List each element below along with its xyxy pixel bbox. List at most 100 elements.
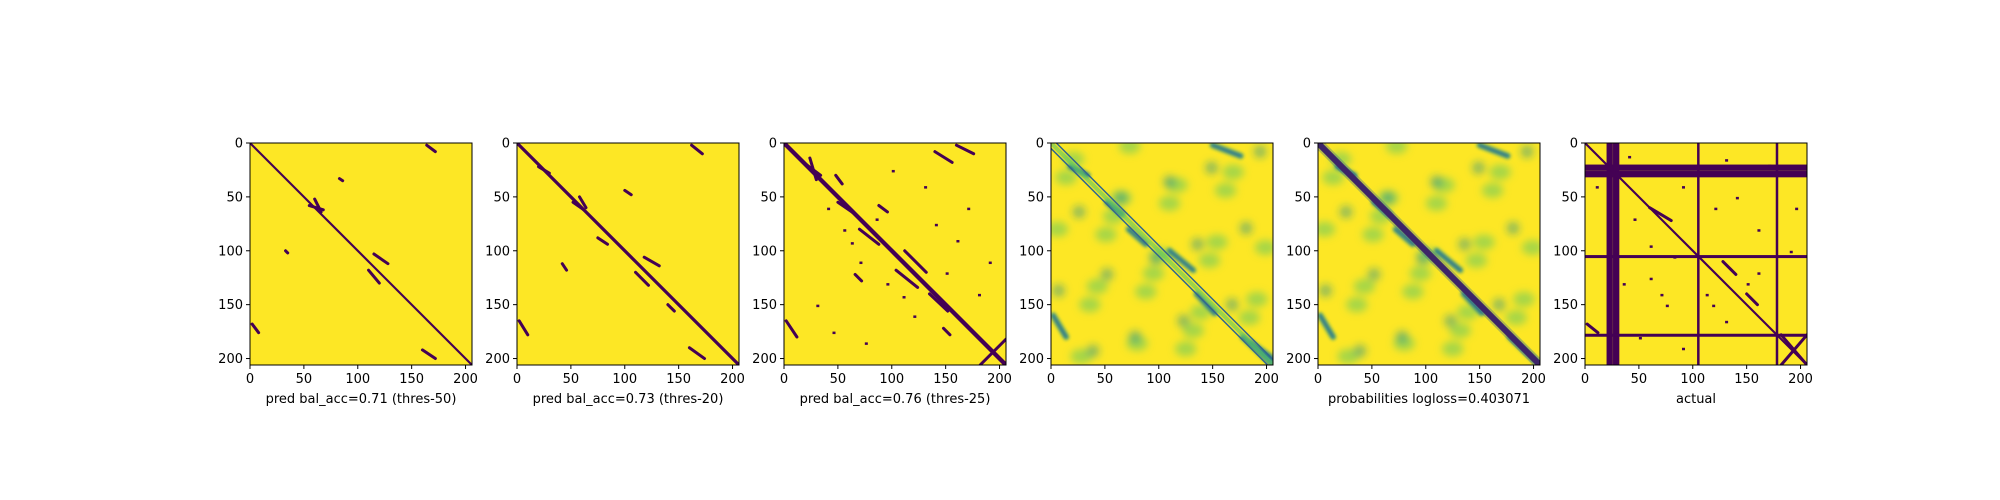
y-tick-label: 50 — [760, 190, 777, 205]
contact-speck — [1649, 245, 1653, 248]
y-tick-label: 150 — [752, 298, 777, 313]
contact-speck — [875, 218, 879, 221]
contact-speck — [1795, 207, 1799, 211]
contact-band-horizontal — [1585, 333, 1807, 337]
probability-blob — [1214, 182, 1237, 198]
y-tick-label: 100 — [752, 244, 777, 259]
y-tick-label: 100 — [1286, 244, 1311, 259]
x-tick-label: 100 — [1680, 372, 1705, 387]
contact-speck — [886, 283, 890, 286]
contact-feature-core — [1394, 228, 1414, 246]
heatmap-area — [1318, 143, 1540, 365]
probability-blob — [1086, 278, 1109, 294]
y-tick-label: 50 — [1294, 190, 1311, 205]
diagonal-band — [250, 143, 472, 365]
contact-speck — [1735, 196, 1739, 200]
contact-feature-core — [1462, 292, 1483, 315]
y-tick-label: 200 — [1019, 352, 1044, 367]
contact-segment — [877, 204, 889, 214]
contact-segment — [687, 346, 707, 361]
probability-blob — [1346, 297, 1368, 313]
contact-segment — [596, 236, 610, 246]
contact-segment — [1745, 292, 1759, 307]
panel-caption: actual — [1676, 392, 1716, 407]
contact-speck — [1714, 207, 1718, 211]
probability-blob — [1339, 205, 1353, 219]
contact-segment — [933, 150, 954, 164]
x-tick-label: 100 — [612, 372, 637, 387]
contact-band-vertical — [1775, 143, 1779, 365]
contact-speck — [1622, 283, 1626, 286]
x-tick-label: 50 — [830, 372, 847, 387]
probability-blob — [1506, 221, 1520, 235]
contact-segment — [634, 270, 650, 287]
probability-blob — [1052, 284, 1066, 298]
contact-feature-core — [1435, 249, 1462, 272]
contact-speck — [1768, 164, 1772, 168]
probability-blob — [1353, 278, 1376, 294]
contact-feature-core — [1127, 228, 1147, 246]
axes-frame — [783, 142, 1007, 366]
y-tick-label: 200 — [485, 352, 510, 367]
x-tick-label: 0 — [246, 372, 254, 387]
contact-feature-core — [1319, 314, 1335, 338]
diagonal-band — [784, 143, 1006, 365]
contact-segment — [1779, 333, 1807, 365]
contact-speck — [1633, 218, 1637, 221]
probability-blob — [1182, 322, 1205, 339]
probability-blob — [1481, 182, 1504, 198]
contact-band-horizontal — [1585, 255, 1807, 259]
x-tick-label: 200 — [1521, 372, 1546, 387]
x-tick-label: 200 — [720, 372, 745, 387]
probability-blob — [1070, 348, 1092, 364]
probability-blob — [1086, 344, 1100, 358]
contact-segment — [857, 227, 881, 246]
contact-band-vertical — [1697, 143, 1700, 365]
contact-feature-core — [1211, 144, 1242, 157]
contact-band-horizontal — [1585, 164, 1807, 171]
x-tick-label: 0 — [1314, 372, 1322, 387]
axes-frame — [516, 142, 740, 366]
probability-blob — [1472, 161, 1486, 175]
contact-speck — [1705, 293, 1709, 297]
contact-speck — [977, 293, 981, 297]
y-tick-label: 0 — [769, 137, 777, 152]
panel-caption: probabilities logloss=0.403071 — [1328, 392, 1530, 407]
contact-speck — [902, 296, 906, 299]
probability-blob — [1513, 291, 1535, 307]
x-tick-label: 0 — [780, 372, 788, 387]
contact-segment — [853, 272, 864, 283]
probability-blob — [1225, 298, 1239, 312]
panel-caption: pred bal_acc=0.71 (thres-50) — [266, 392, 457, 407]
heatmap-area — [250, 143, 472, 365]
contact-band-horizontal — [1585, 171, 1807, 178]
contact-feature-core — [1052, 314, 1068, 338]
y-tick-label: 0 — [1303, 137, 1311, 152]
x-tick-label: 50 — [1631, 372, 1648, 387]
probability-texture — [1051, 143, 1273, 364]
contact-speck — [843, 229, 847, 232]
contact-feature-core — [1168, 249, 1195, 272]
probability-blob — [1163, 175, 1177, 189]
probability-blob — [1135, 284, 1157, 300]
y-tick-label: 0 — [235, 137, 243, 152]
y-tick-label: 50 — [493, 190, 510, 205]
probability-blob — [1409, 265, 1432, 281]
probability-blob — [1425, 195, 1448, 211]
x-tick-label: 200 — [453, 372, 478, 387]
y-tick-label: 200 — [218, 352, 243, 367]
contact-segment — [927, 292, 950, 313]
probability-blob — [1095, 227, 1117, 243]
probability-blob — [1395, 330, 1409, 344]
probability-blob — [1353, 344, 1367, 358]
probability-blob — [1205, 161, 1219, 175]
probability-blob — [1254, 239, 1273, 256]
probability-blob — [1318, 221, 1336, 237]
y-tick-label: 150 — [1553, 298, 1578, 313]
contact-speck — [1681, 347, 1685, 351]
probability-blob — [1322, 169, 1344, 186]
x-tick-label: 50 — [1097, 372, 1114, 387]
probability-blob — [1239, 221, 1253, 235]
